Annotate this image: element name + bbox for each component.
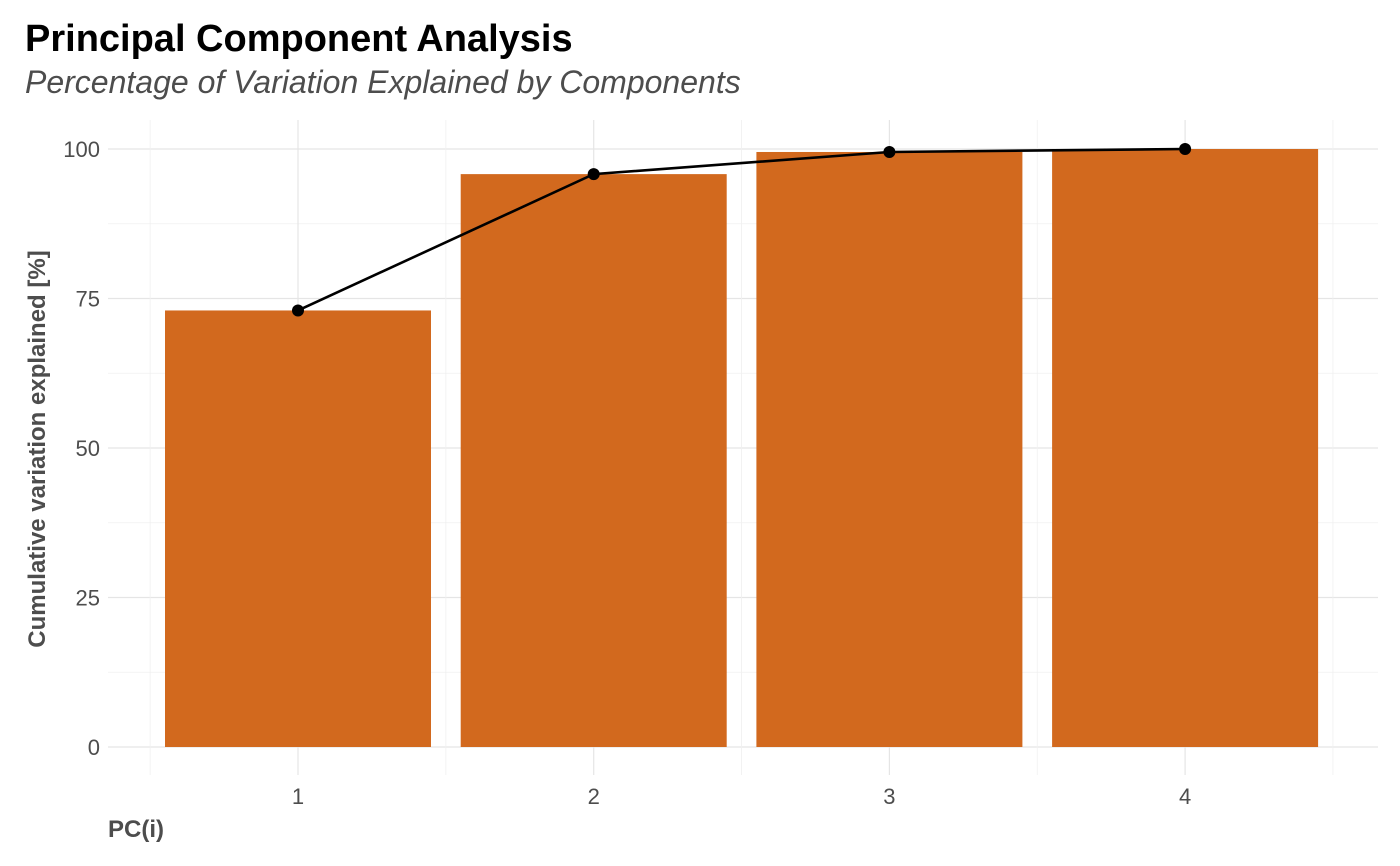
y-tick-label: 25 <box>76 586 100 611</box>
bar-layer <box>165 149 1319 748</box>
tick-layer: 0 25 50 75 100 1 2 3 4 <box>63 137 1191 809</box>
y-axis-title: Cumulative variation explained [%] <box>24 250 51 647</box>
cumulative-point-pc-1 <box>292 304 304 317</box>
cumulative-point-pc-2 <box>587 168 600 181</box>
bar-pc-4 <box>1052 149 1319 747</box>
cumulative-point-pc-4 <box>1179 143 1192 155</box>
y-tick-label: 100 <box>63 137 100 162</box>
x-tick-label: 2 <box>588 784 600 809</box>
bar-pc-3 <box>756 151 1023 748</box>
x-tick-label: 4 <box>1179 784 1191 809</box>
y-tick-label: 50 <box>76 436 100 461</box>
y-tick-label: 75 <box>76 287 100 312</box>
chart-title: Principal Component Analysis <box>25 18 573 60</box>
chart-subtitle: Percentage of Variation Explained by Com… <box>25 64 741 100</box>
bar-pc-1 <box>165 310 431 747</box>
line-layer <box>292 143 1192 317</box>
x-tick-label: 1 <box>292 784 304 809</box>
y-tick-label: 0 <box>88 735 100 760</box>
cumulative-point-pc-3 <box>883 145 896 158</box>
bar-pc-2 <box>460 174 727 748</box>
x-axis-title: PC(i) <box>108 816 164 843</box>
x-tick-label: 3 <box>883 784 895 809</box>
cumulative-line <box>297 147 1186 312</box>
